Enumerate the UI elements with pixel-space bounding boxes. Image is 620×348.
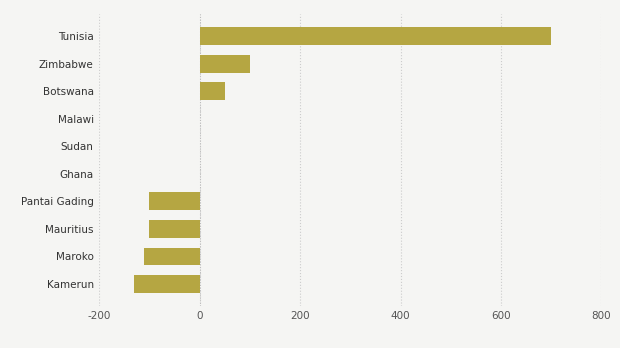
Bar [149,220,200,238]
Bar [200,27,551,45]
Bar [149,192,200,210]
Bar [200,55,250,73]
Bar [200,82,224,100]
Bar [144,247,200,266]
Bar [135,275,200,293]
